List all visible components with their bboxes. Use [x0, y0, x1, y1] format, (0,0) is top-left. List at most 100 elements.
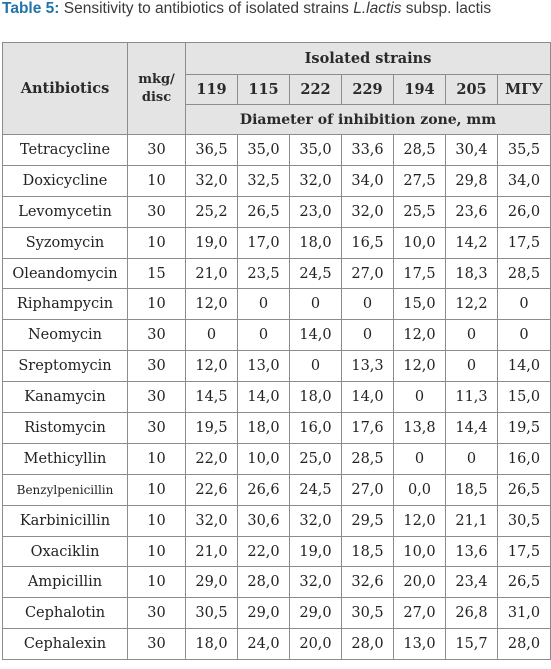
zone-value-cell: 13,0	[237, 350, 290, 383]
zone-value-cell: 0	[289, 350, 342, 383]
zone-value-cell: 28,0	[341, 628, 394, 661]
zone-value-cell: 12,0	[185, 288, 238, 321]
header-strain: МГУ	[497, 74, 551, 105]
zone-value-cell: 12,0	[393, 504, 446, 537]
zone-value-cell: 26,0	[497, 195, 551, 228]
caption-species: L.lactis	[353, 0, 402, 17]
header-strain: 194	[393, 74, 446, 105]
header-diameter: Diameter of inhibition zone, mm	[185, 104, 551, 135]
antibiotic-name: Methicyllin	[2, 442, 128, 475]
zone-value-cell: 25,0	[289, 442, 342, 475]
zone-value-cell: 14,4	[445, 412, 498, 444]
zone-value-cell: 0	[237, 319, 290, 352]
header-dose: mkg/ disc	[127, 42, 186, 135]
dose-cell: 10	[127, 442, 186, 475]
zone-value-cell: 18,3	[445, 257, 498, 290]
zone-value-cell: 14,5	[185, 381, 238, 414]
header-isolated-strains: Isolated strains	[185, 42, 551, 75]
zone-value-cell: 35,0	[237, 134, 290, 166]
zone-value-cell: 11,3	[445, 381, 498, 414]
dose-cell: 30	[127, 350, 186, 383]
antibiotic-name: Cephalexin	[2, 628, 128, 661]
zone-value-cell: 35,0	[289, 134, 342, 166]
zone-value-cell: 29,5	[341, 504, 394, 537]
zone-value-cell: 15,0	[393, 288, 446, 321]
zone-value-cell: 17,5	[497, 535, 551, 568]
zone-value-cell: 26,6	[237, 473, 290, 506]
table-row: Kanamycin 30 14,5 14,0 18,0 14,0 0 11,3 15,0	[2, 381, 551, 414]
table-row: Cephalotin 30 30,5 29,0 29,0 30,5 27,0 26,8 31,0	[2, 597, 551, 630]
antibiotic-name: Neomycin	[2, 319, 128, 352]
antibiotic-name: Levomycetin	[2, 195, 128, 228]
zone-value-cell: 21,0	[185, 535, 238, 568]
antibiotic-name: Sreptomycin	[2, 350, 128, 383]
caption-label: Table 5:	[2, 0, 60, 17]
zone-value-cell: 28,0	[237, 566, 290, 599]
antibiotic-name: Tetracycline	[2, 134, 128, 166]
zone-value-cell: 18,5	[445, 473, 498, 506]
antibiotic-sensitivity-table: Antibiotics mkg/ disc Isolated strains 1…	[2, 42, 551, 661]
zone-value-cell: 17,5	[393, 257, 446, 290]
zone-value-cell: 29,0	[185, 566, 238, 599]
table-row: Riphampycin 10 12,0 0 0 0 15,0 12,2 0	[2, 288, 551, 321]
zone-value-cell: 21,0	[185, 257, 238, 290]
zone-value-cell: 29,0	[237, 597, 290, 630]
antibiotic-name: Benzylpenicillin	[2, 473, 128, 506]
zone-value-cell: 27,0	[341, 473, 394, 506]
antibiotic-name: Oleandomycin	[2, 257, 128, 290]
table-row: Cephalexin 30 18,0 24,0 20,0 28,0 13,0 15,7 28,0	[2, 628, 551, 661]
zone-value-cell: 25,5	[393, 195, 446, 228]
dose-cell: 10	[127, 226, 186, 259]
dose-cell: 30	[127, 195, 186, 228]
zone-value-cell: 24,5	[289, 473, 342, 506]
dose-cell: 30	[127, 597, 186, 630]
antibiotic-name: Kanamycin	[2, 381, 128, 414]
zone-value-cell: 19,5	[185, 412, 238, 444]
zone-value-cell: 17,5	[497, 226, 551, 259]
zone-value-cell: 20,0	[289, 628, 342, 661]
zone-value-cell: 28,5	[341, 442, 394, 475]
zone-value-cell: 10,0	[237, 442, 290, 475]
zone-value-cell: 32,6	[341, 566, 394, 599]
zone-value-cell: 35,5	[497, 134, 551, 166]
zone-value-cell: 32,0	[289, 566, 342, 599]
zone-value-cell: 18,0	[185, 628, 238, 661]
zone-value-cell: 28,5	[393, 134, 446, 166]
zone-value-cell: 14,0	[237, 381, 290, 414]
dose-cell: 15	[127, 257, 186, 290]
table-row: Oxaciklin 10 21,0 22,0 19,0 18,5 10,0 13,6 17,5	[2, 535, 551, 568]
zone-value-cell: 0	[341, 288, 394, 321]
zone-value-cell: 26,8	[445, 597, 498, 630]
zone-value-cell: 24,5	[289, 257, 342, 290]
zone-value-cell: 17,0	[237, 226, 290, 259]
zone-value-cell: 29,0	[289, 597, 342, 630]
zone-value-cell: 17,6	[341, 412, 394, 444]
zone-value-cell: 30,6	[237, 504, 290, 537]
zone-value-cell: 18,0	[289, 381, 342, 414]
dose-cell: 30	[127, 628, 186, 661]
dose-cell: 30	[127, 134, 186, 166]
antibiotic-name: Riphampycin	[2, 288, 128, 321]
header-strain: 205	[445, 74, 498, 105]
zone-value-cell: 16,0	[497, 442, 551, 475]
antibiotic-name: Doxicycline	[2, 164, 128, 197]
header-strain: 222	[289, 74, 342, 105]
header-strain: 115	[237, 74, 290, 105]
zone-value-cell: 31,0	[497, 597, 551, 630]
zone-value-cell: 23,5	[237, 257, 290, 290]
table-row: Tetracycline 30 36,5 35,0 35,0 33,6 28,5 30,4 35…	[2, 134, 551, 166]
antibiotic-name: Syzomycin	[2, 226, 128, 259]
zone-value-cell: 28,0	[497, 628, 551, 661]
zone-value-cell: 0	[445, 350, 498, 383]
zone-value-cell: 18,0	[289, 226, 342, 259]
zone-value-cell: 14,0	[289, 319, 342, 352]
zone-value-cell: 14,0	[341, 381, 394, 414]
zone-value-cell: 32,0	[289, 164, 342, 197]
dose-cell: 30	[127, 381, 186, 414]
zone-value-cell: 27,0	[393, 597, 446, 630]
zone-value-cell: 29,8	[445, 164, 498, 197]
caption-text-after: subsp. lactis	[405, 0, 492, 17]
zone-value-cell: 13,0	[393, 628, 446, 661]
dose-cell: 10	[127, 473, 186, 506]
zone-value-cell: 22,6	[185, 473, 238, 506]
